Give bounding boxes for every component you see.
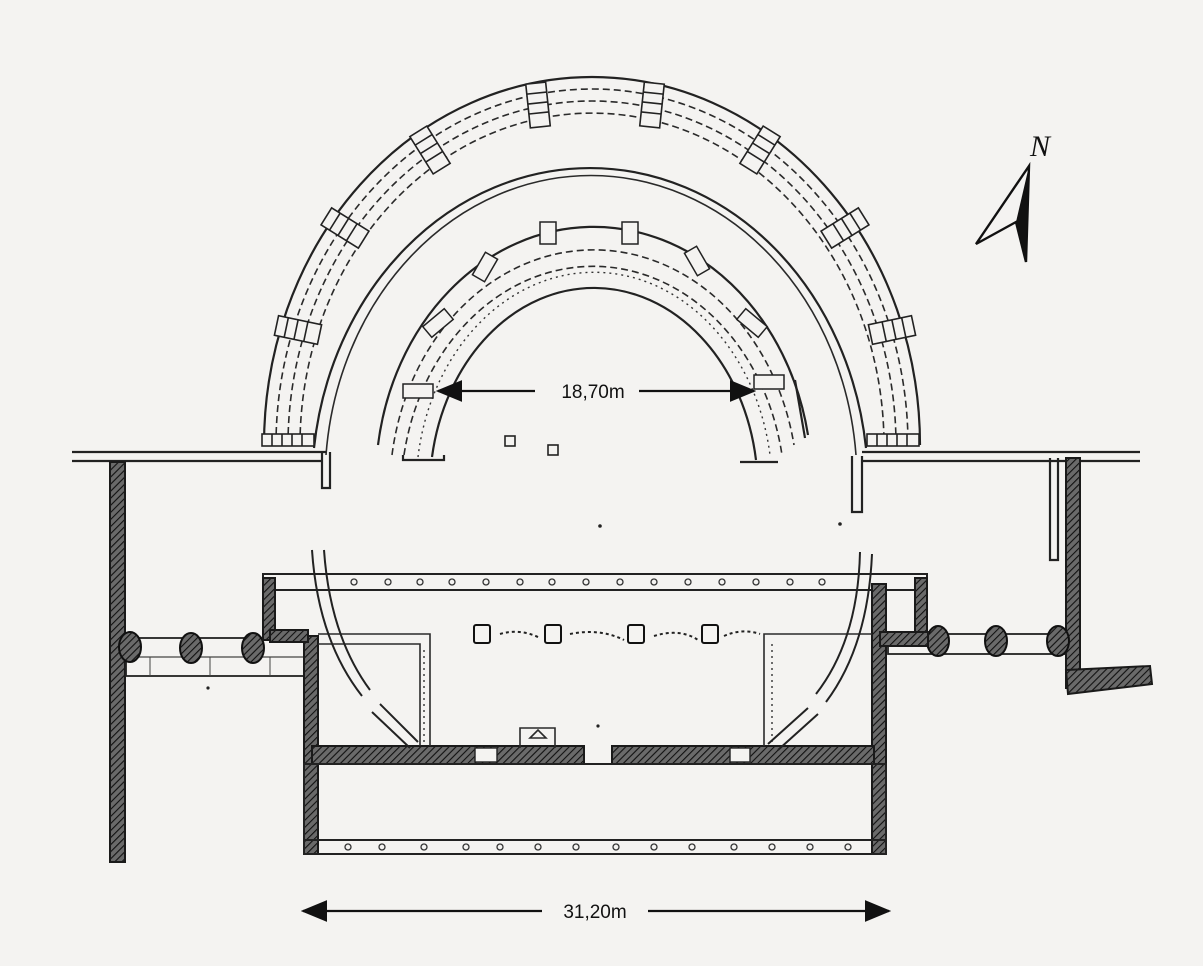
inner-cavea-stairs <box>402 221 785 399</box>
east-wall <box>1065 457 1081 689</box>
stage-dimension: 31,20m <box>300 900 892 923</box>
orchestra-dimension: 18,70m <box>435 380 757 403</box>
north-label: N <box>1029 130 1052 163</box>
outer-cavea <box>261 75 922 456</box>
stage-building <box>262 573 929 855</box>
orchestra-base <box>504 435 516 447</box>
north-arrow-shade <box>1016 166 1029 262</box>
north-arrow: N <box>975 130 1052 263</box>
inner-cavea <box>376 221 810 464</box>
west-colonnade <box>118 631 307 677</box>
parodos-curves <box>311 549 873 751</box>
cavea-stairs <box>261 81 920 447</box>
orchestra-width-label: 18,70m <box>561 382 624 403</box>
east-wall-spur <box>1064 664 1154 696</box>
stage-width-label: 31,20m <box>563 902 626 923</box>
analemma-walls <box>72 450 1140 514</box>
west-wall <box>109 461 126 863</box>
orchestra-base <box>547 444 559 456</box>
